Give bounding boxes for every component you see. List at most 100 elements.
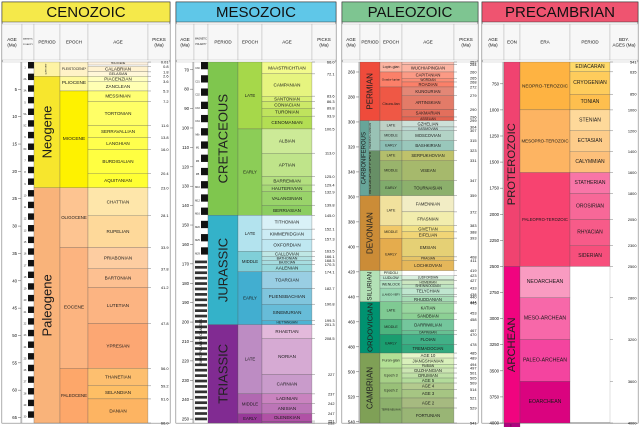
paleozoic-pick-label: 453 [470,311,477,316]
mesozoic-pick-label: 72.1 [327,71,335,76]
paleozoic-stage-pragian-label: PRAGIAN [421,257,436,261]
cenozoic-chron-label: 17 [24,264,27,267]
cenozoic-pick-label: 23.0 [161,185,169,190]
paleozoic-pick-label: 296 [470,114,477,119]
precambrian-pick-label: 1000 [628,107,637,112]
precambrian-era-paleopro-terozoic-label: PALEOPRO-TEROZOIC [522,217,568,222]
paleozoic-pick-label: 419 [470,268,477,273]
paleozoic-pick-label: 290 [470,107,477,112]
mesozoic-polarity-band [201,62,208,70]
mesozoic-header-epoch [237,23,263,61]
mesozoic-rapid-band [195,314,207,318]
mesozoic-period-cretaceous [207,61,239,216]
mesozoic-stage-bajocian-label: BAJOCIAN [279,260,296,264]
cenozoic-stage-ypresian [87,323,149,369]
precambrian-era-paleo-archean [519,339,571,382]
mesozoic-age-tick-label: 240 [182,397,190,402]
cenozoic-header-mag-label: POLARITY [23,43,34,46]
mesozoic-pick-label: 125.0 [325,174,336,179]
precambrian-era-neopro-terozoic-label: NEOPRO-TEROZOIC [522,83,569,88]
precambrian-period-rhyacian-label: RHYACIAN [577,230,603,236]
cenozoic-stage-langhian-label: LANGHIAN [106,141,130,146]
mesozoic-rapid-band [195,303,207,307]
cenozoic-chron-label: 1 [24,66,26,69]
paleozoic-epoch-late-label: LATE [387,154,396,158]
paleozoic-age-tick-label: 360 [348,194,356,199]
cenozoic-header-age-label: (Ma) [7,42,17,47]
mesozoic-header-period-label: PERIOD [214,40,232,45]
cenozoic-pick-label: 0.8 [163,64,168,69]
mesozoic-age-tick-label: 220 [182,358,190,363]
paleozoic-stage-changhsingian [401,61,455,65]
cenozoic-stage-burdigalian [87,149,149,174]
precambrian-period-ectasian-label: ECTASIAN [578,138,603,144]
paleozoic-header-age-label: (Ma) [346,42,356,47]
mesozoic-chron-label: M12 [195,199,200,202]
precambrian-age-tick-label: 2750 [489,290,499,295]
paleozoic-stage-homerian-label: HOMERIAN [419,280,437,284]
mesozoic-age-tick-label: 130 [182,184,190,189]
cenozoic-stage-selandian-label: SELANDIAN [105,390,131,395]
paleozoic-pick-label: 408 [470,254,477,259]
cenozoic-chron-label: 6 [24,136,26,139]
mesozoic-epoch-early-label: EARLY [243,296,257,301]
cenozoic-age-tick-label: 10 [12,114,17,119]
paleozoic-pick-label: 331 [470,158,477,163]
mesozoic-chron-label: M5 [196,173,200,176]
mesozoic-pick-label: 174.1 [325,269,335,274]
cenozoic-chron-label: 10 [24,194,27,197]
mesozoic-epoch-late [237,215,263,252]
paleozoic-stage-drumian-label: DRUMIAN [418,373,438,378]
paleozoic-header-picks-label: (Ma) [461,42,471,47]
paleozoic-epoch-llando-very-label: LLANDO-VERY [382,292,401,296]
mesozoic-polarity-band [201,141,208,149]
cenozoic-stage-priabonian-label: PRIABONIAN [104,256,132,261]
precambrian-eon-proterozoic-label: PROTEROZOIC [506,123,518,205]
mesozoic-stage-valanginian-label: VALANGINIAN [272,196,303,201]
paleozoic-age-tick-label: 280 [348,94,356,99]
paleozoic-stage-tremadocian-label: TREMADOCIAN [413,346,444,351]
mesozoic-epoch-late [237,324,263,395]
paleozoic-header-picks [453,23,479,61]
cenozoic-polarity-band [28,329,34,337]
cenozoic-polarity-band [28,73,34,81]
cenozoic-polarity-band [28,376,34,383]
paleozoic-header-age-label: AGE [346,37,356,42]
paleozoic-pick-label: 497 [470,366,477,371]
cenozoic-stage-bartonian-label: BARTONIAN [105,276,132,281]
mesozoic-period-triassic [207,324,239,424]
paleozoic-pick-label: 494 [470,362,477,367]
cenozoic-stage-tortonian-label: TORTONIAN [105,111,132,116]
precambrian-header-eon-label: EON [507,40,517,45]
paleozoic-stage-lochkovian-label: LOCHKOVIAN [414,263,441,268]
mesozoic-rapid-band [195,341,207,345]
paleozoic-pick-label: 529 [470,406,477,411]
mesozoic-chron-label: C31 [195,80,200,83]
cenozoic-pick-label: 5.3 [163,88,168,93]
cenozoic-chron-label: 18 [24,276,27,279]
mesozoic-rapid-band [195,287,207,291]
mesozoic-stage-oxfordian-label: OXFORDIAN [273,243,300,248]
mesozoic-age-tick-label: 250 [182,417,190,422]
paleozoic-epoch-late-label: LATE [387,209,396,213]
cenozoic-stage-danian [87,398,149,424]
paleozoic-stage-rhuddanian-label: RHUDDANIAN [414,297,442,302]
mesozoic-pick-label: 83.6 [327,94,335,99]
mesozoic-chron-label: M20 [195,226,200,229]
cenozoic-pick-label: 7.2 [163,99,168,104]
precambrian-pick-label: 2300 [628,243,637,248]
paleozoic-period-silurian-label: SILURIAN [367,272,374,301]
paleozoic-pick-label: 265 [470,76,477,81]
cenozoic-stage-danian-label: DANIAN [109,408,126,413]
precambrian-eon-hadean-label: HADEAN [510,424,513,427]
cenozoic-header-mag-label: MAGNETIC [23,37,34,40]
mesozoic-pick-label: 166.1 [325,254,335,259]
mesozoic-age-tick-label: 170 [182,261,190,266]
mesozoic-pick-label: 113.0 [325,151,335,156]
cenozoic-header-epoch [59,23,89,61]
paleozoic-carboniferous-label: CARBONIFEROUS [362,132,368,184]
paleozoic-period-missis-sippian-label: MISSIS-SIPPIAN [367,152,373,194]
cenozoic-chron-label: 29 [24,404,27,407]
mesozoic-pick-label: 132.9 [325,189,335,194]
mesozoic-polarity-band [201,101,208,109]
